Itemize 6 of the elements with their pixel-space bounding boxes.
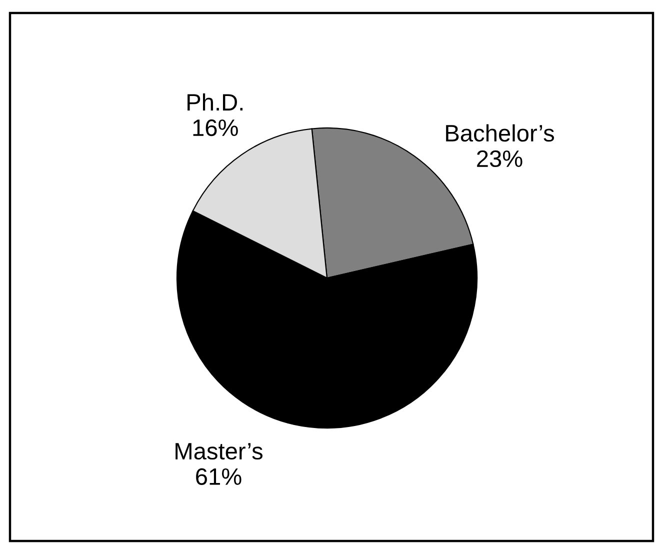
slice-label: Master’s [176,443,262,460]
slice-label: Bachelor’s [446,124,554,142]
data-label: 23% [477,150,522,168]
slice-label: Ph.D. [188,93,243,110]
data-label: 16% [193,119,238,136]
data-label: 61% [196,468,242,485]
